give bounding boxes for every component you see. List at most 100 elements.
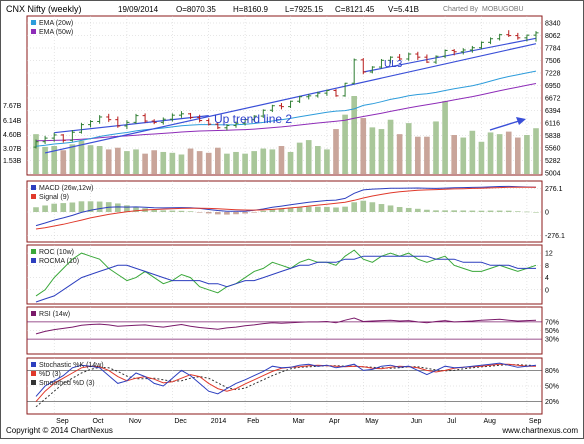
macd-histogram-bar xyxy=(351,202,357,212)
macd-legend-swatch xyxy=(31,185,36,190)
header-high: H=8160.9 xyxy=(233,5,268,14)
macd-histogram-bar xyxy=(124,205,130,212)
macd-histogram-bar xyxy=(224,212,230,215)
macd-histogram-bar xyxy=(187,211,194,212)
trendline-layer xyxy=(44,37,537,154)
volume-axis-label: 6.14B xyxy=(3,118,22,125)
macd-histogram-bar xyxy=(333,207,339,212)
header-open: O=8070.35 xyxy=(176,5,216,14)
macd-histogram-bar xyxy=(33,207,39,212)
rsi-line xyxy=(35,317,537,335)
macd-histogram-bar xyxy=(242,212,248,214)
stoch-k-line xyxy=(35,362,537,397)
ema20-legend-swatch xyxy=(31,20,36,25)
trend-arrow-line xyxy=(489,120,520,131)
macd-histogram-bar xyxy=(78,201,85,212)
volume-bar xyxy=(351,96,357,174)
macd-histogram-bar xyxy=(278,208,285,212)
macd-histogram-bar xyxy=(51,203,57,212)
indicator-layer xyxy=(33,185,539,408)
volume-bar xyxy=(460,137,467,174)
macd-axis-label: -276.1 xyxy=(545,233,565,240)
price-axis-label: 5282 xyxy=(545,158,561,165)
volume-bar xyxy=(469,130,476,174)
volume-bar xyxy=(478,141,485,174)
price-axis-label: 7506 xyxy=(545,58,561,65)
charted-by-label: Charted By xyxy=(443,6,479,13)
volume-bar xyxy=(251,151,257,174)
macd-histogram-bar xyxy=(115,203,121,212)
price-axis-label: 6394 xyxy=(545,108,561,115)
volume-bar xyxy=(324,149,330,174)
x-axis-label: May xyxy=(365,418,379,425)
roc-axis-label: 12 xyxy=(545,251,553,258)
volume-bar xyxy=(378,129,385,174)
roc-axis-label: 8 xyxy=(545,263,549,270)
volume-bar xyxy=(142,153,148,174)
volume-bar xyxy=(315,146,321,174)
footer-website: www.chartnexus.com xyxy=(501,426,578,435)
macd-histogram-bar xyxy=(433,210,439,212)
volume-bar xyxy=(133,149,139,174)
macd-histogram-bar xyxy=(424,209,430,212)
macd-histogram-bar xyxy=(233,212,239,215)
rocma-line xyxy=(35,255,536,303)
price-axis-label: 5838 xyxy=(545,133,561,140)
ema20-line xyxy=(35,70,537,147)
macd-histogram-bar xyxy=(405,207,412,212)
macd-histogram-bar xyxy=(478,210,485,212)
stoch-d-legend-swatch xyxy=(31,371,36,376)
candle-layer xyxy=(33,30,539,149)
volume-bar xyxy=(87,145,94,174)
price-axis-label: 7784 xyxy=(545,46,561,53)
volume-bar xyxy=(42,146,48,174)
uptrend-annotation: Up trend line 2 xyxy=(214,112,292,126)
axis-label-layer: 8340 8062 7784 7506 7228 6950 6672 6394 6116 5838… xyxy=(3,21,565,426)
x-axis-label: Sep xyxy=(56,418,69,425)
x-axis-label: Jul xyxy=(447,418,456,425)
macd-histogram-bar xyxy=(287,207,294,212)
volume-bar xyxy=(296,142,303,174)
ema50-legend: EMA (50w) xyxy=(39,29,73,36)
volume-bar xyxy=(360,118,367,174)
volume-bar xyxy=(305,140,312,174)
volume-bar xyxy=(96,146,103,174)
macd-histogram-bar xyxy=(133,206,139,212)
macd-histogram-bar xyxy=(205,212,212,214)
x-axis-label: 2014 xyxy=(211,418,227,425)
volume-axis-label: 7.67B xyxy=(3,103,22,110)
volume-bar xyxy=(169,152,176,174)
macd-histogram-bar xyxy=(505,210,512,212)
macd-histogram-bar xyxy=(251,212,257,213)
volume-axis-label: 4.60B xyxy=(3,132,22,139)
macd-histogram-bar xyxy=(296,207,303,212)
macd-axis-label: 0 xyxy=(545,210,549,217)
signal-line xyxy=(35,186,536,230)
trend-arrow-head xyxy=(516,117,526,125)
volume-bar xyxy=(524,135,530,174)
volume-bar xyxy=(224,153,230,174)
volume-bar xyxy=(451,135,457,174)
volume-bar xyxy=(496,134,503,174)
rsi-axis-label: 70% xyxy=(545,319,559,326)
macd-histogram-bar xyxy=(151,209,157,212)
volume-bar xyxy=(269,149,276,174)
macd-histogram-bar xyxy=(442,210,448,212)
roc-legend-swatch xyxy=(31,249,36,254)
macd-histogram-bar xyxy=(451,210,457,212)
x-axis-label: Mar xyxy=(293,418,306,425)
roc-panel-frame xyxy=(26,244,543,305)
macd-histogram-bar xyxy=(415,208,421,212)
trend-line xyxy=(44,43,537,154)
trend-line xyxy=(54,115,209,134)
header-date: 19/09/2014 xyxy=(118,5,159,14)
macd-histogram-bar xyxy=(160,210,167,212)
macd-histogram-bar xyxy=(169,210,176,212)
volume-bar xyxy=(278,146,285,174)
stoch-d-legend: %D (3) xyxy=(39,371,61,378)
x-axis-label: Aug xyxy=(483,418,496,425)
volume-bar xyxy=(51,146,57,174)
volume-bar xyxy=(369,127,376,174)
rocma-legend: ROCMA (10) xyxy=(39,258,79,265)
